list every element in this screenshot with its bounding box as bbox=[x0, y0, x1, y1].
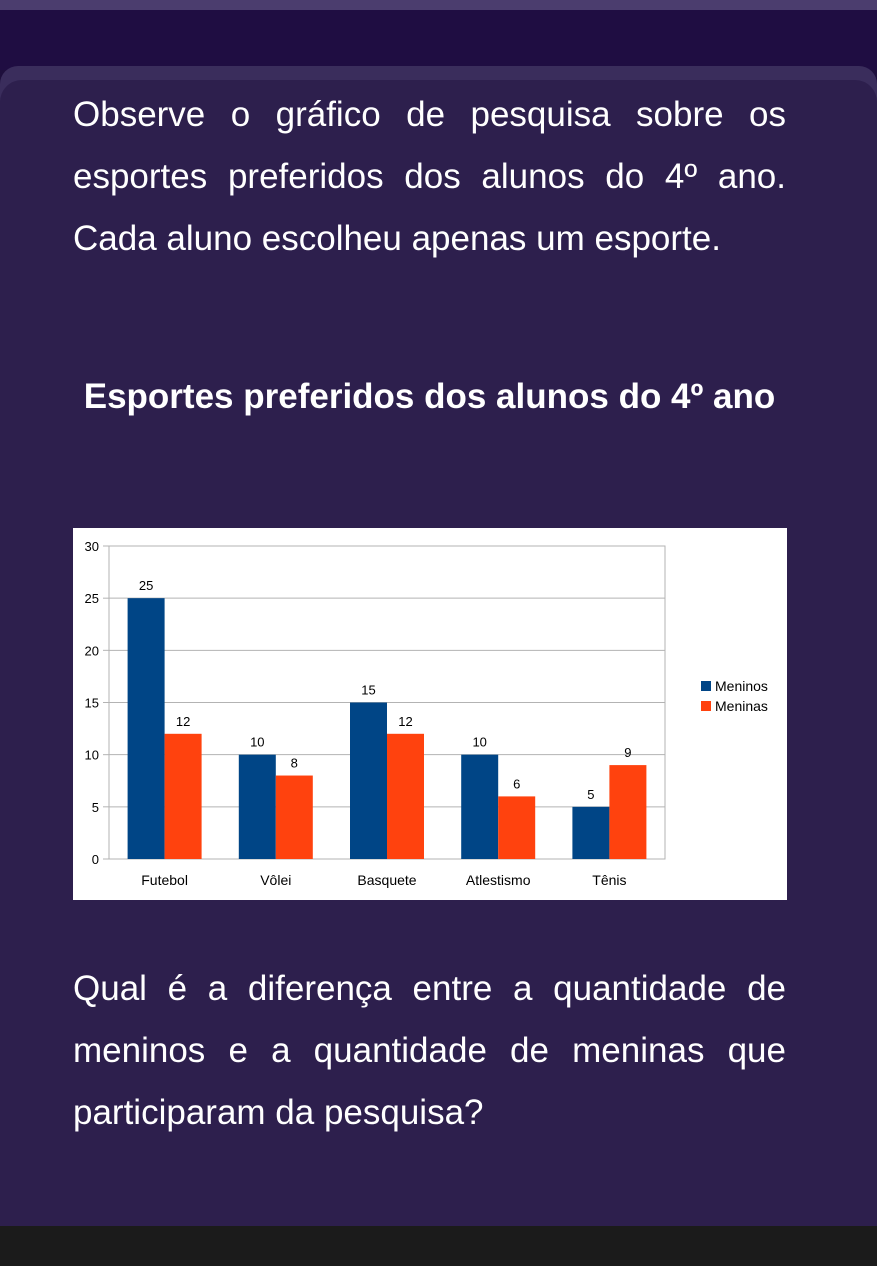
y-tick-label-15: 15 bbox=[85, 696, 99, 711]
bar-meninas-futebol bbox=[164, 733, 202, 859]
bar-meninos-atlestismo bbox=[461, 754, 499, 859]
bar-meninas-tenis bbox=[609, 765, 647, 859]
x-tick-label-futebol: Futebol bbox=[141, 872, 188, 888]
legend-label-meninas: Meninas bbox=[715, 698, 768, 714]
bar-meninos-tenis bbox=[572, 806, 610, 859]
data-label-meninas-futebol: 12 bbox=[176, 714, 190, 729]
app-header bbox=[0, 10, 877, 70]
bar-meninas-atlestismo bbox=[498, 796, 536, 859]
data-label-meninos-futebol: 25 bbox=[139, 578, 153, 593]
bar-chart: 0 5 10 15 20 25 30 25 12 Futebol 10 8 Vôlei 15 12 Basqu… bbox=[73, 528, 787, 900]
y-tick-label-10: 10 bbox=[85, 748, 99, 763]
bar-meninos-futebol bbox=[127, 598, 165, 859]
data-label-meninos-basquete: 15 bbox=[361, 683, 375, 698]
x-tick-label-volei: Vôlei bbox=[260, 872, 291, 888]
x-tick-label-basquete: Basquete bbox=[357, 872, 416, 888]
y-tick-label-30: 30 bbox=[85, 539, 99, 554]
data-label-meninas-volei: 8 bbox=[291, 756, 298, 771]
data-label-meninas-tenis: 9 bbox=[624, 745, 631, 760]
question-intro: Observe o gráfico de pesquisa sobre os e… bbox=[73, 95, 786, 258]
bar-meninas-basquete bbox=[387, 733, 424, 859]
x-tick-label-atlestismo: Atlestismo bbox=[466, 872, 531, 888]
status-bar bbox=[0, 0, 877, 10]
data-label-meninos-volei: 10 bbox=[250, 735, 264, 750]
bar-meninos-basquete bbox=[350, 702, 387, 859]
data-label-meninos-tenis: 5 bbox=[587, 787, 594, 802]
bar-meninas-volei bbox=[275, 775, 313, 859]
data-label-meninas-atlestismo: 6 bbox=[513, 776, 520, 791]
legend-swatch-meninos bbox=[701, 681, 711, 691]
legend-label-meninos: Meninos bbox=[715, 678, 768, 694]
legend-swatch-meninas bbox=[701, 701, 711, 711]
question-prompt: Qual é a diferença entre a quantidade de… bbox=[73, 969, 786, 1132]
y-tick-label-5: 5 bbox=[92, 800, 99, 815]
chart-heading: Esportes preferidos dos alunos do 4º ano bbox=[83, 377, 776, 416]
x-tick-label-tenis: Tênis bbox=[592, 872, 626, 888]
y-tick-label-20: 20 bbox=[85, 643, 99, 658]
data-label-meninos-atlestismo: 10 bbox=[472, 735, 486, 750]
data-label-meninas-basquete: 12 bbox=[398, 714, 412, 729]
bar-meninos-volei bbox=[238, 754, 276, 859]
y-tick-label-25: 25 bbox=[85, 591, 99, 606]
bar-chart-svg: 0 5 10 15 20 25 30 25 12 Futebol 10 8 Vôlei 15 12 Basqu… bbox=[85, 539, 768, 888]
system-nav-bar bbox=[0, 1226, 877, 1266]
y-tick-label-0: 0 bbox=[92, 852, 99, 867]
